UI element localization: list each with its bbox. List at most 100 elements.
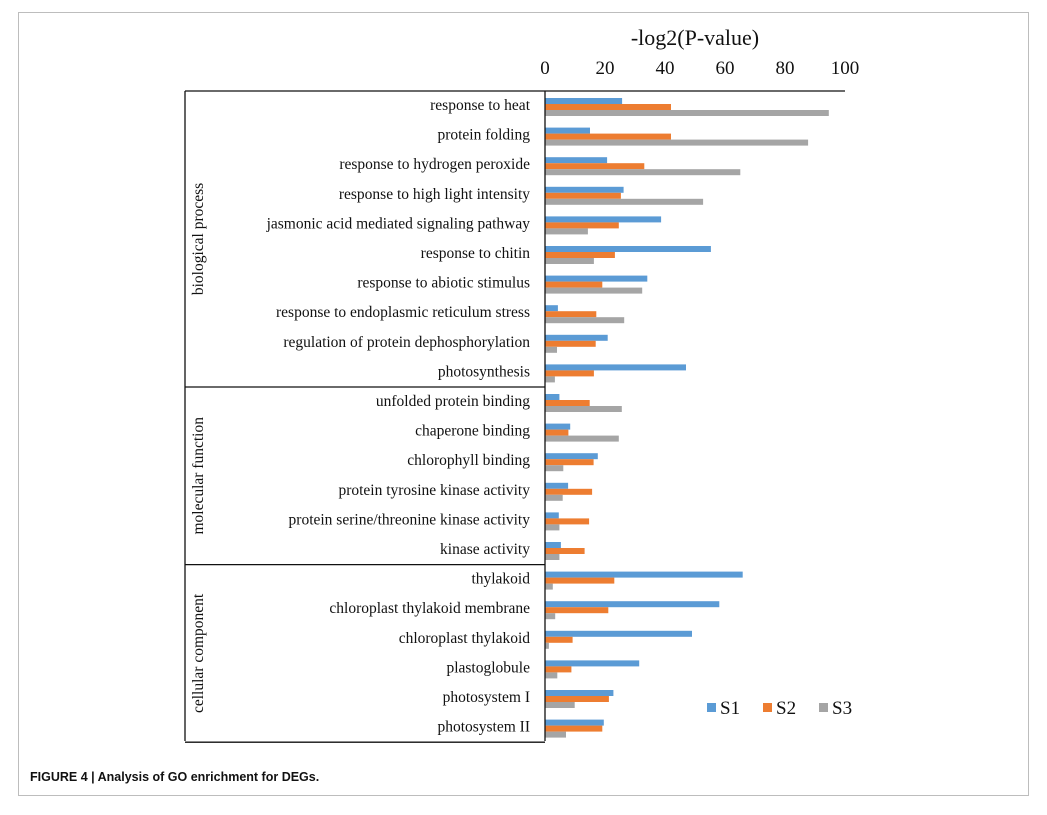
bar-s2 bbox=[545, 666, 572, 673]
bar-s1 bbox=[545, 157, 608, 164]
bar-s1 bbox=[545, 334, 608, 341]
category-label: photosystem I bbox=[443, 689, 530, 706]
bar-s1 bbox=[545, 186, 624, 193]
bar-s1 bbox=[545, 364, 686, 371]
legend-swatch-s2 bbox=[763, 703, 772, 712]
bar-s1 bbox=[545, 482, 569, 489]
bar-s1 bbox=[545, 216, 662, 223]
bar-s3 bbox=[545, 258, 594, 264]
bar-s1 bbox=[545, 305, 558, 312]
bar-s3 bbox=[545, 642, 549, 649]
bar-s3 bbox=[545, 317, 625, 324]
figure-caption: FIGURE 4 | Analysis of GO enrichment for… bbox=[30, 770, 320, 784]
x-tick-label: 0 bbox=[540, 58, 550, 79]
bar-s2 bbox=[545, 222, 619, 229]
bar-s2 bbox=[545, 488, 593, 495]
bar-s2 bbox=[545, 636, 573, 643]
bar-s3 bbox=[545, 198, 704, 205]
bar-s3 bbox=[545, 554, 560, 560]
bar-s1 bbox=[545, 542, 561, 548]
bar-s2 bbox=[545, 163, 645, 170]
group-label: biological process bbox=[190, 183, 207, 295]
bar-s3 bbox=[545, 110, 829, 116]
category-label: kinase activity bbox=[440, 541, 530, 558]
category-label: jasmonic acid mediated signaling pathway bbox=[266, 215, 531, 232]
category-label: chloroplast thylakoid bbox=[399, 630, 531, 647]
bar-s3 bbox=[545, 139, 809, 146]
bar-s3 bbox=[545, 731, 566, 738]
bar-s2 bbox=[545, 370, 594, 377]
bar-s3 bbox=[545, 435, 619, 442]
bar-s1 bbox=[545, 394, 560, 400]
category-label: unfolded protein binding bbox=[376, 393, 530, 410]
bar-s2 bbox=[545, 400, 590, 406]
category-label: chlorophyll binding bbox=[407, 452, 530, 469]
legend-swatch-s3 bbox=[819, 703, 828, 712]
legend-label: S3 bbox=[832, 698, 852, 719]
bar-s2 bbox=[545, 340, 596, 347]
category-label: plastoglobule bbox=[446, 659, 530, 676]
bar-s1 bbox=[545, 275, 648, 282]
bar-s3 bbox=[545, 406, 622, 412]
bar-s3 bbox=[545, 494, 563, 501]
bar-s1 bbox=[545, 601, 720, 608]
x-tick-label: 40 bbox=[656, 58, 675, 79]
category-label: response to abiotic stimulus bbox=[357, 275, 530, 292]
legend-label: S1 bbox=[720, 698, 740, 719]
bar-s2 bbox=[545, 696, 609, 702]
bar-s1 bbox=[545, 630, 692, 637]
bar-s3 bbox=[545, 524, 560, 531]
bar-s2 bbox=[545, 548, 585, 554]
category-label: response to chitin bbox=[421, 245, 531, 262]
bar-s1 bbox=[545, 719, 604, 726]
bar-s1 bbox=[545, 571, 743, 578]
bar-s3 bbox=[545, 346, 557, 353]
bar-s3 bbox=[545, 702, 575, 708]
bar-s1 bbox=[545, 127, 590, 134]
bar-s1 bbox=[545, 690, 614, 696]
bar-s3 bbox=[545, 583, 553, 590]
category-label: response to hydrogen peroxide bbox=[339, 156, 530, 173]
bar-s3 bbox=[545, 376, 555, 383]
category-label: thylakoid bbox=[471, 571, 530, 588]
category-label: photosynthesis bbox=[438, 363, 530, 380]
bar-s1 bbox=[545, 453, 598, 460]
bar-s2 bbox=[545, 725, 603, 732]
category-label: protein folding bbox=[437, 127, 530, 144]
category-label: photosystem II bbox=[437, 719, 530, 736]
legend-swatch-s1 bbox=[707, 703, 716, 712]
bar-s2 bbox=[545, 518, 590, 525]
category-label: protein tyrosine kinase activity bbox=[338, 482, 530, 499]
bar-s2 bbox=[545, 577, 615, 584]
bar-s2 bbox=[545, 281, 603, 288]
bar-s2 bbox=[545, 311, 597, 318]
legend-label: S2 bbox=[776, 698, 796, 719]
x-tick-label: 100 bbox=[831, 58, 860, 79]
group-label: molecular function bbox=[190, 417, 207, 535]
x-tick-label: 20 bbox=[596, 58, 615, 79]
category-label: response to endoplasmic reticulum stress bbox=[276, 304, 530, 321]
bar-s3 bbox=[545, 465, 564, 472]
category-label: response to heat bbox=[430, 97, 531, 114]
bar-s2 bbox=[545, 252, 615, 258]
bar-s1 bbox=[545, 423, 571, 430]
x-tick-label: 80 bbox=[776, 58, 795, 79]
axis-title: -log2(P-value) bbox=[631, 25, 759, 50]
category-label: protein serine/threonine kinase activity bbox=[289, 511, 531, 528]
bar-s2 bbox=[545, 192, 621, 199]
category-label: chaperone binding bbox=[415, 423, 530, 440]
group-label: cellular component bbox=[190, 593, 207, 713]
bar-s3 bbox=[545, 672, 558, 679]
figure-frame bbox=[18, 12, 1029, 796]
bar-s2 bbox=[545, 104, 671, 110]
bar-s2 bbox=[545, 607, 609, 614]
bar-s1 bbox=[545, 98, 623, 104]
bar-s2 bbox=[545, 459, 594, 466]
category-label: response to high light intensity bbox=[339, 186, 530, 203]
bar-s3 bbox=[545, 613, 556, 620]
bar-s2 bbox=[545, 133, 671, 140]
category-label: chloroplast thylakoid membrane bbox=[329, 600, 530, 617]
bar-s1 bbox=[545, 660, 640, 667]
bar-s3 bbox=[545, 228, 588, 235]
